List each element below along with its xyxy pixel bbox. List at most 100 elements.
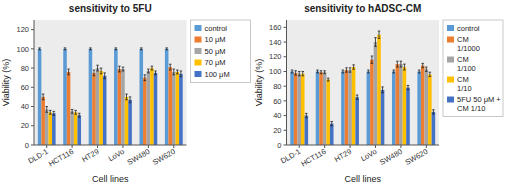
y-tick-label: 20 (21, 121, 29, 130)
legend-entry-line: control (205, 24, 228, 33)
legend-entry-line: 100 μM (205, 70, 230, 79)
y-tick (31, 48, 34, 49)
y-tick (31, 68, 34, 69)
bar (121, 69, 125, 145)
y-tick-label: 120 (16, 25, 29, 34)
title: sensitivity to 5FU (69, 3, 152, 14)
legend-entry: 5FU 50 μM +CM 1/10 (457, 95, 501, 113)
y-tick-label: 80 (21, 64, 29, 73)
y-tick (31, 87, 34, 88)
error-bar (165, 48, 167, 50)
error-bar (151, 66, 153, 70)
error-bar (129, 97, 131, 103)
page: {"chart_data": [ {"type": "bar", "title"… (0, 0, 505, 186)
error-bar (115, 48, 117, 50)
y-tick (284, 86, 287, 87)
error-bar (403, 64, 405, 70)
legend-entry-line: 70 μM (205, 58, 226, 67)
error-bar (103, 73, 105, 79)
error-bar (45, 107, 47, 113)
y-tick (31, 106, 34, 107)
legend-entry: 100 μM (205, 70, 230, 79)
bar (374, 42, 378, 145)
bar (128, 100, 132, 145)
legend-swatch (447, 77, 454, 83)
error-bar (352, 65, 354, 69)
figure: 020406080100120DLD-1HCT116HT29LoVoSW480S… (0, 0, 505, 186)
legend-entry: CM1/1000 (457, 35, 480, 53)
error-bar (64, 48, 66, 50)
bar (147, 71, 151, 145)
bar (341, 71, 345, 145)
error-bar (147, 69, 149, 73)
x-tick-label: HT29 (80, 147, 100, 164)
error-bar (118, 66, 120, 72)
y-tick-label: 40 (273, 111, 281, 120)
legend-swatch (195, 60, 202, 66)
x-tick (173, 145, 174, 148)
error-bar (396, 61, 398, 67)
bar (417, 71, 421, 145)
x-tick-label: LoVo (359, 147, 378, 163)
x-tick (426, 145, 427, 148)
legend-entry-line: control (457, 24, 480, 33)
y-tick-label: 0 (277, 141, 281, 150)
error-bar (381, 87, 383, 93)
x-tick (375, 145, 376, 148)
legend-entry: 50 μM (205, 47, 226, 56)
bar (139, 49, 143, 145)
error-bar (393, 70, 395, 73)
x-tick-label: HCT116 (47, 147, 75, 168)
bar (179, 74, 183, 145)
error-bar (100, 68, 102, 74)
legend: controlCM1/1000CM1/100CM1/105FU 50 μM +C… (443, 20, 503, 117)
error-bar (74, 110, 76, 114)
x-axis-line (34, 145, 187, 146)
y-tick-label: 120 (269, 52, 282, 61)
error-bar (89, 48, 91, 50)
error-bar (67, 69, 69, 75)
bar (154, 73, 158, 145)
y-tick-label: 80 (273, 82, 281, 91)
bar (38, 49, 42, 145)
plot-background (34, 20, 187, 145)
y-axis-label: Viability (%) (1, 59, 11, 106)
y-tick (284, 115, 287, 116)
x-tick (350, 145, 351, 148)
legend-entry-line: 10 μM (205, 35, 226, 44)
bar (326, 80, 330, 145)
bar (330, 124, 334, 145)
legend-swatch (447, 37, 454, 43)
y-tick-label: 160 (269, 23, 282, 32)
error-bar (425, 67, 427, 71)
panel: 020406080100120140160DLD-1HCT116HT29LoVo… (254, 3, 504, 184)
error-bar (144, 75, 146, 81)
error-bar (345, 68, 347, 72)
error-bar (140, 48, 142, 50)
bar (52, 113, 56, 145)
y-tick-label: 40 (21, 102, 29, 111)
error-bar (53, 111, 55, 115)
x-tick-label: SW620 (151, 147, 177, 167)
legend-swatch (195, 71, 202, 77)
y-tick (284, 42, 287, 43)
error-bar (71, 109, 73, 113)
bar (99, 71, 103, 145)
legend-frame (191, 20, 251, 83)
legend-entry: 70 μM (205, 58, 226, 67)
error-bar (378, 31, 380, 38)
bar (45, 109, 49, 145)
legend-swatch (195, 37, 202, 43)
y-tick-label: 0 (25, 141, 29, 150)
bar (67, 72, 71, 145)
error-bar (330, 121, 332, 125)
legend-entry: control (457, 24, 480, 33)
bar (70, 111, 74, 145)
bar (176, 72, 180, 145)
bar (290, 71, 294, 145)
error-bar (180, 71, 182, 77)
error-bar (93, 70, 95, 76)
y-tick (284, 71, 287, 72)
error-bar (342, 70, 344, 73)
bar (103, 76, 107, 145)
